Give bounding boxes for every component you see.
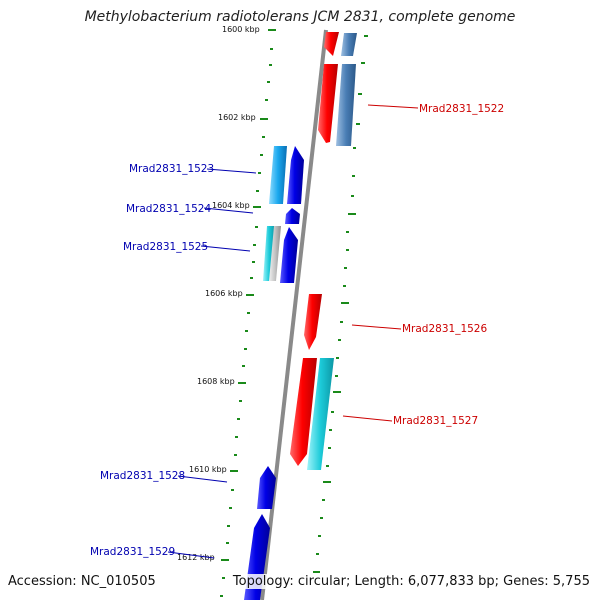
genome-backbone: [260, 29, 328, 600]
gene-label-1523[interactable]: Mrad2831_1523: [129, 163, 214, 175]
map-title: Methylobacterium radiotolerans JCM 2831,…: [84, 9, 516, 25]
gene-arrow-1527: [290, 358, 317, 466]
gene-arrow-1526: [304, 294, 322, 350]
tick-label-1606: 1606 kbp: [205, 289, 243, 298]
gene-arrow-1521: [324, 32, 339, 56]
feature-steel-1: [341, 33, 357, 56]
feature-track-left: [263, 146, 287, 281]
reverse-strand-genes: [290, 32, 339, 466]
tick-label-1600: 1600 kbp: [222, 25, 260, 34]
topology-summary: Topology: circular; Length: 6,077,833 bp…: [232, 574, 590, 589]
forward-strand-genes: [244, 146, 304, 600]
accession-text: Accession: NC_010505: [8, 574, 156, 589]
gene-arrow-1524: [285, 208, 300, 224]
inner-tick-track: [220, 29, 276, 597]
feature-gray-1525: [269, 226, 281, 281]
label-leaders: [167, 104, 419, 559]
gene-arrow-1523: [287, 146, 304, 204]
gene-label-1525[interactable]: Mrad2831_1525: [123, 241, 208, 253]
tick-label-1610: 1610 kbp: [189, 465, 227, 474]
gene-label-1528[interactable]: Mrad2831_1528: [100, 470, 185, 482]
gene-label-1527[interactable]: Mrad2831_1527: [393, 415, 478, 427]
tick-label-1608: 1608 kbp: [197, 377, 235, 386]
outer-dotted-track: [313, 35, 368, 573]
gene-label-1526[interactable]: Mrad2831_1526: [402, 323, 487, 335]
tick-label-1604: 1604 kbp: [212, 201, 250, 210]
gene-arrow-1525: [280, 227, 298, 283]
gene-label-1524[interactable]: Mrad2831_1524: [126, 203, 211, 215]
feature-cyan-1527: [307, 358, 334, 470]
gene-label-1522[interactable]: Mrad2831_1522: [419, 103, 504, 115]
gene-arrow-1522: [318, 64, 338, 143]
tick-label-1612: 1612 kbp: [177, 553, 215, 562]
feature-steel-2: [336, 64, 356, 146]
gene-arrow-1528: [257, 466, 276, 509]
feature-sky-1523: [269, 146, 287, 204]
gene-label-1529[interactable]: Mrad2831_1529: [90, 546, 175, 558]
tick-label-1602: 1602 kbp: [218, 113, 256, 122]
feature-track-right: [307, 33, 357, 470]
